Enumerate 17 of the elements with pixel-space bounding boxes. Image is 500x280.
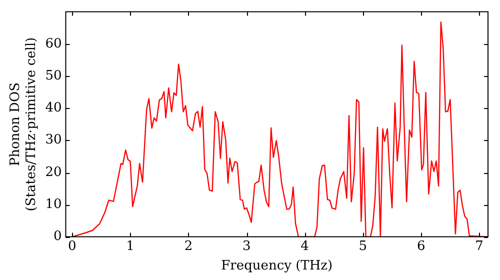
x-axis-title: Frequency (THz) — [221, 258, 333, 274]
y-tick-label: 40 — [45, 100, 62, 116]
x-tick-label: 7 — [475, 238, 484, 254]
x-tick-label: 6 — [416, 238, 426, 254]
x-tick-label: 2 — [184, 238, 193, 254]
y-tick-label: 10 — [45, 197, 62, 212]
x-tick-label: 4 — [300, 238, 309, 254]
y-tick-label: 50 — [45, 68, 62, 84]
y-tick-label: 20 — [45, 164, 62, 180]
x-tick-label: 5 — [358, 238, 368, 254]
y-tick-label: 0 — [53, 229, 62, 244]
x-tick-label: 1 — [126, 238, 134, 254]
x-tick-label: 3 — [242, 238, 251, 254]
y-tick-label: 60 — [45, 36, 62, 52]
y-axis-title: Phonon DOS (States/THz·primitive cell) — [8, 37, 39, 212]
y-tick-label: 30 — [45, 132, 62, 148]
x-tick-label: 0 — [68, 238, 76, 254]
